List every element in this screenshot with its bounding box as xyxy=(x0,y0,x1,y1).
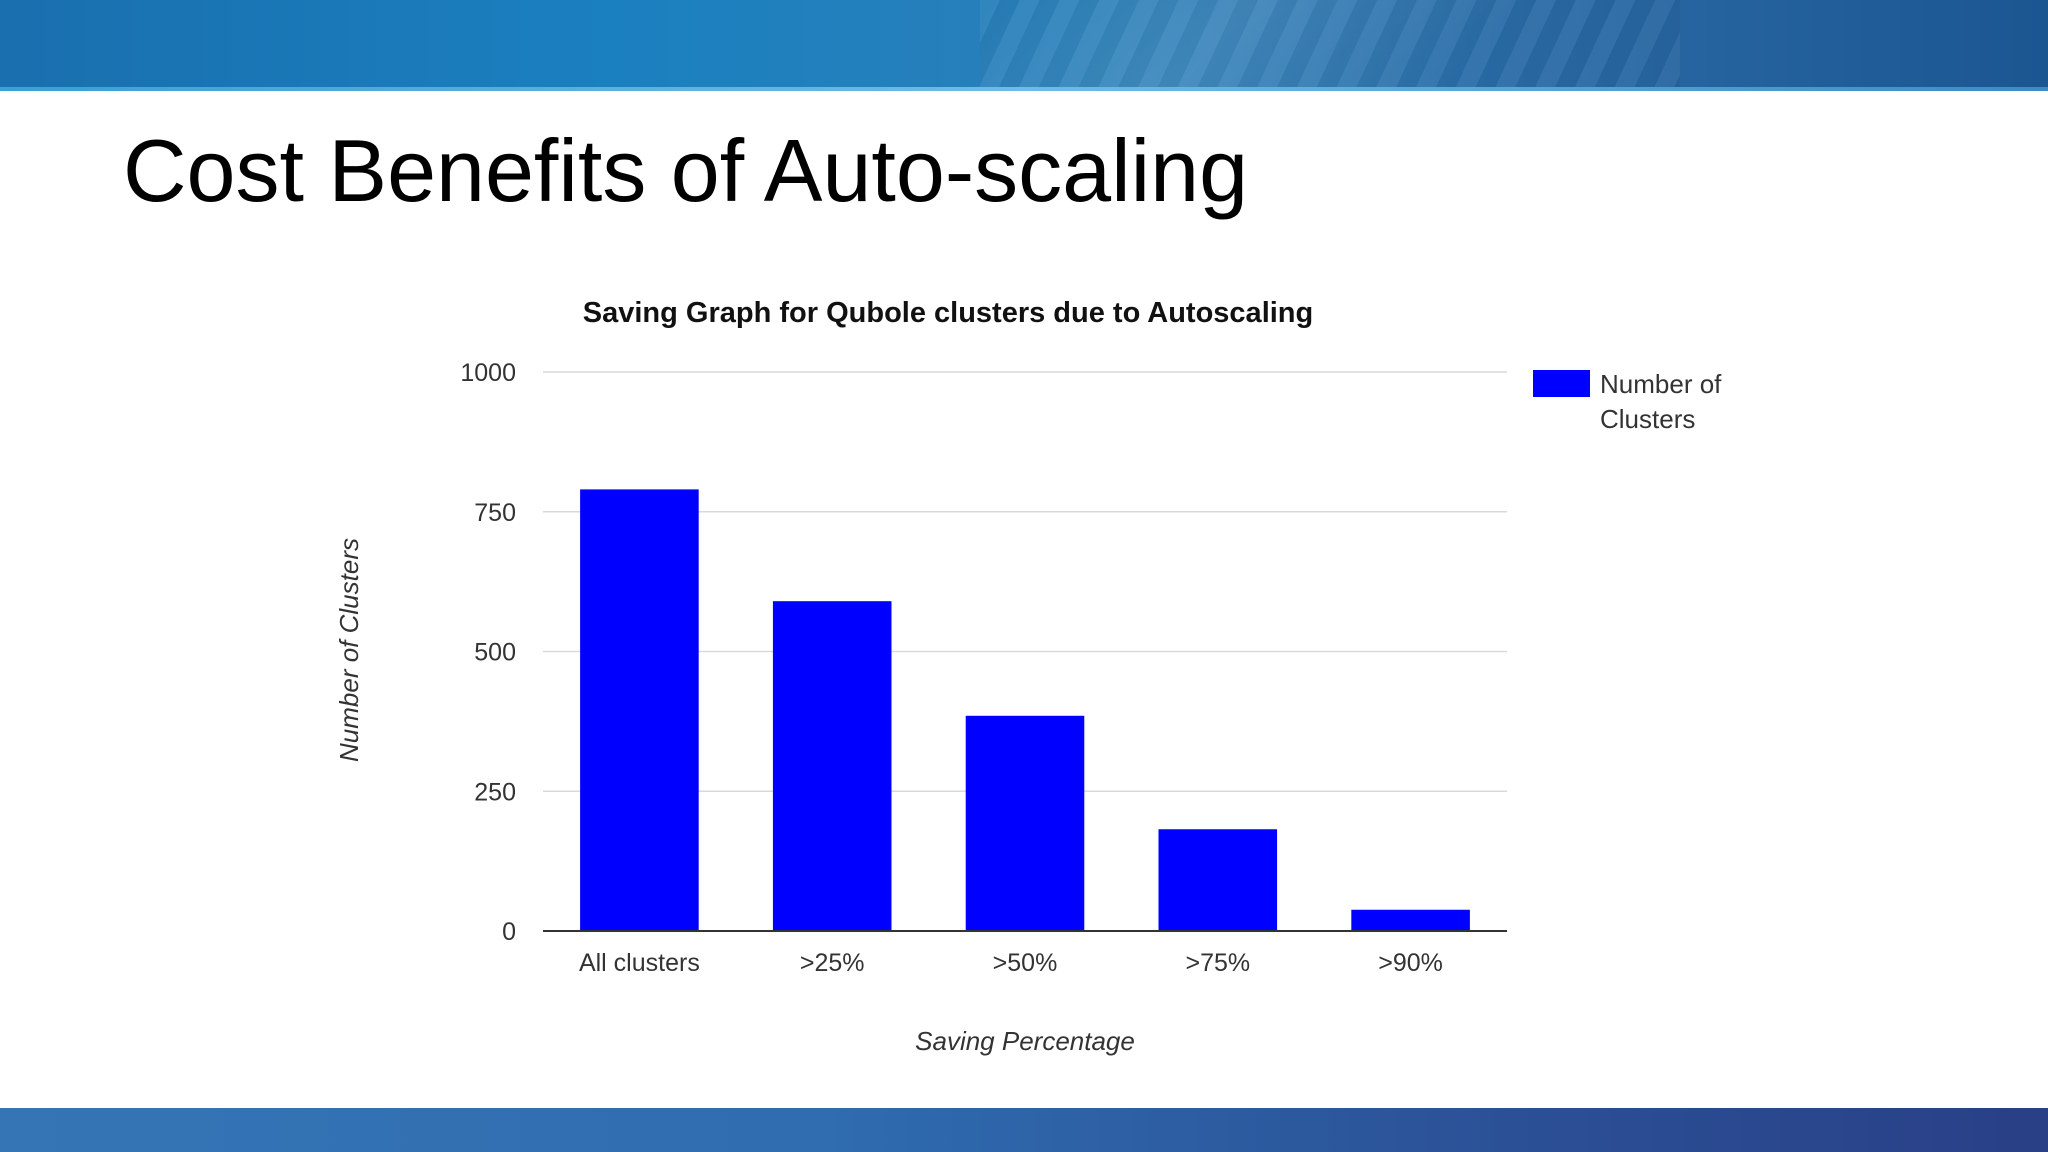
y-tick-label: 500 xyxy=(474,639,516,667)
chart-title: Saving Graph for Qubole clusters due to … xyxy=(583,297,1313,329)
bar xyxy=(772,601,892,931)
x-axis-title: Saving Percentage xyxy=(915,1026,1135,1056)
x-tick-label: >90% xyxy=(1378,949,1443,977)
banner-stripe xyxy=(0,87,2048,91)
legend: Number of Clusters xyxy=(1533,369,1722,434)
top-banner xyxy=(0,0,2048,91)
bars xyxy=(580,489,1470,931)
bottom-banner xyxy=(0,1108,2048,1152)
bar xyxy=(1158,829,1278,931)
x-tick-label: >25% xyxy=(800,949,865,977)
slide-title: Cost Benefits of Auto-scaling xyxy=(123,121,1249,220)
bar xyxy=(1351,909,1470,931)
x-tick-label: >75% xyxy=(1185,949,1250,977)
x-tick-label: All clusters xyxy=(579,949,700,977)
x-axis-ticks: All clusters >25% >50% >75% >90% xyxy=(579,949,1443,977)
y-tick-label: 250 xyxy=(474,778,516,806)
y-axis-title: Number of Clusters xyxy=(334,538,364,762)
banner-texture xyxy=(980,0,1680,91)
legend-swatch xyxy=(1533,370,1590,397)
y-axis-ticks: 0 250 500 750 1000 xyxy=(460,359,516,946)
bar xyxy=(580,489,699,931)
y-tick-label: 0 xyxy=(502,918,516,946)
legend-label-line-2: Clusters xyxy=(1600,404,1695,434)
bar xyxy=(965,715,1085,931)
legend-label-line-1: Number of xyxy=(1600,369,1722,399)
y-tick-label: 750 xyxy=(474,499,516,527)
bar-chart: Saving Graph for Qubole clusters due to … xyxy=(334,297,1722,1056)
y-tick-label: 1000 xyxy=(460,359,516,387)
x-tick-label: >50% xyxy=(993,949,1058,977)
